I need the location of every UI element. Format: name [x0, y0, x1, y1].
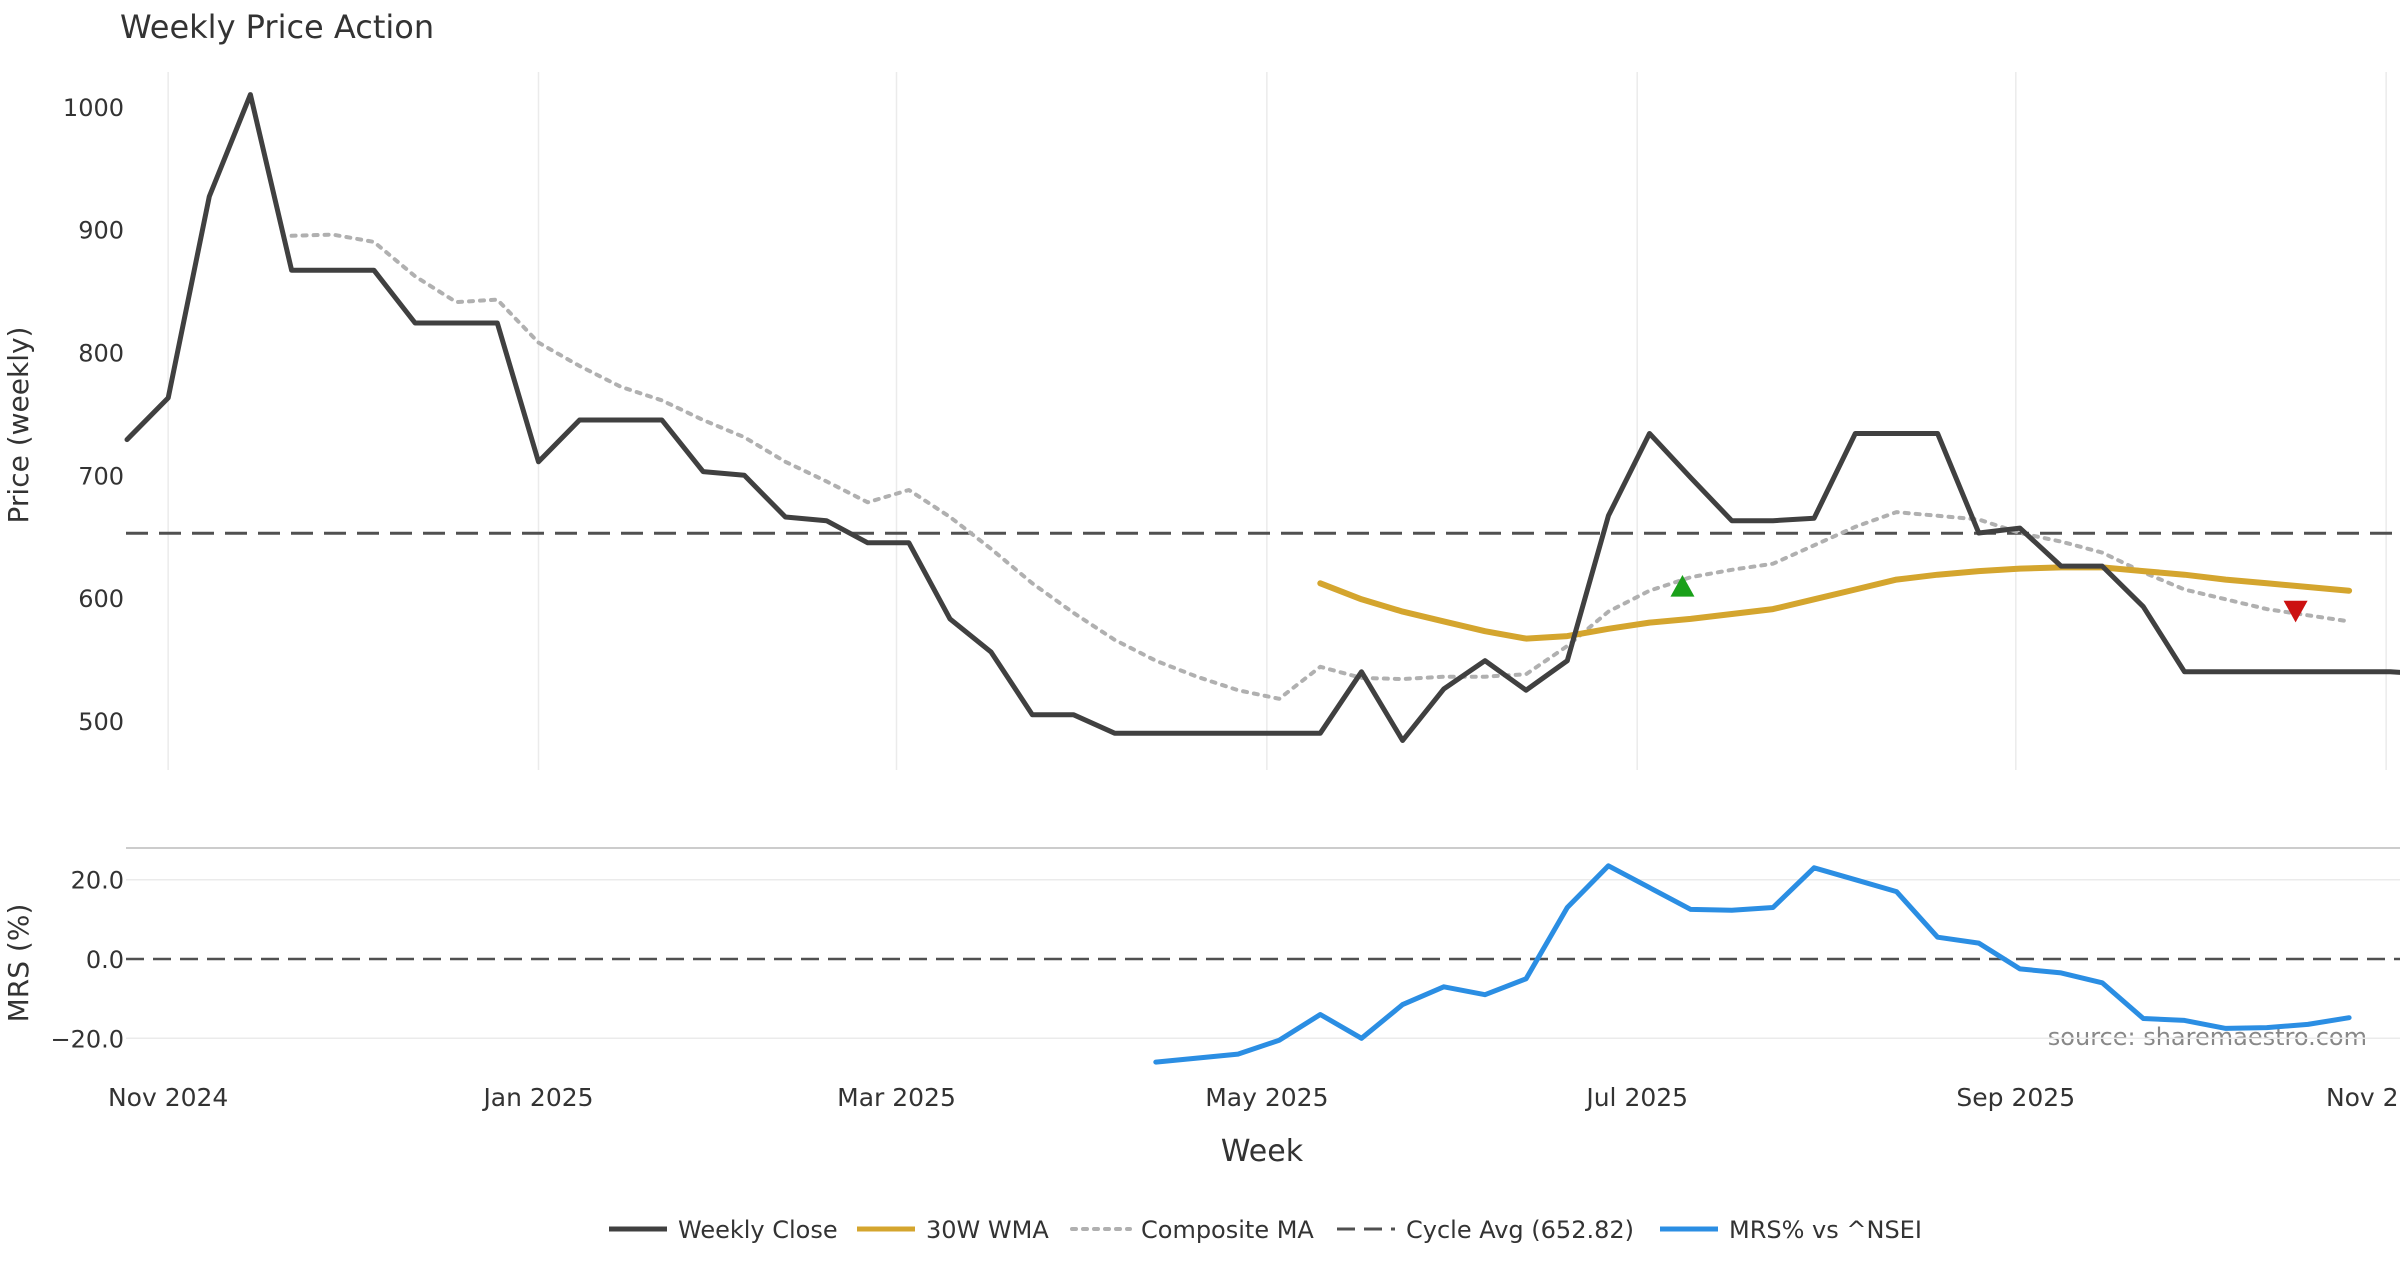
price-tick-label: 900: [78, 217, 124, 245]
x-tick-label: Sep 2025: [1956, 1083, 2075, 1112]
composite-ma-line: [289, 232, 2352, 701]
price-tick-label: 800: [78, 339, 124, 367]
x-tick-label: Nov 2025: [2326, 1083, 2400, 1112]
legend-item-label: Composite MA: [1141, 1216, 1314, 1244]
legend-item-label: Weekly Close: [678, 1216, 838, 1244]
mrs-tick-label: 20.0: [71, 867, 124, 895]
mrs-tick-label: −20.0: [50, 1025, 124, 1053]
x-tick-label: Jul 2025: [1584, 1083, 1688, 1112]
legend-item-label: Cycle Avg (652.82): [1406, 1216, 1634, 1244]
weekly-close-line: [124, 92, 2400, 743]
mrs-axis-label: MRS (%): [2, 904, 35, 1023]
price-tick-label: 700: [78, 462, 124, 490]
price-axis-label: Price (weekly): [2, 327, 35, 524]
mrs-tick-label: 0.0: [86, 946, 124, 974]
source-note: source: sharemaestro.com: [2048, 1023, 2367, 1051]
x-axis-label: Week: [1221, 1134, 1304, 1169]
price-tick-label: 600: [78, 585, 124, 613]
legend-item-label: MRS% vs ^NSEI: [1729, 1216, 1922, 1244]
legend-item-label: 30W WMA: [926, 1216, 1049, 1244]
price-tick-label: 500: [78, 708, 124, 736]
price-tick-label: 1000: [63, 94, 124, 122]
x-tick-label: Mar 2025: [837, 1083, 956, 1112]
x-tick-label: Jan 2025: [481, 1083, 593, 1112]
wma30-line: [1317, 564, 2353, 642]
sell-signal-marker: [2283, 600, 2308, 623]
x-tick-label: May 2025: [1205, 1083, 1328, 1112]
buy-signal-marker: [1670, 575, 1695, 597]
x-tick-label: Nov 2024: [108, 1083, 228, 1112]
chart-title: Weekly Price Action: [120, 8, 434, 46]
mrs-line: [1153, 863, 2352, 1065]
